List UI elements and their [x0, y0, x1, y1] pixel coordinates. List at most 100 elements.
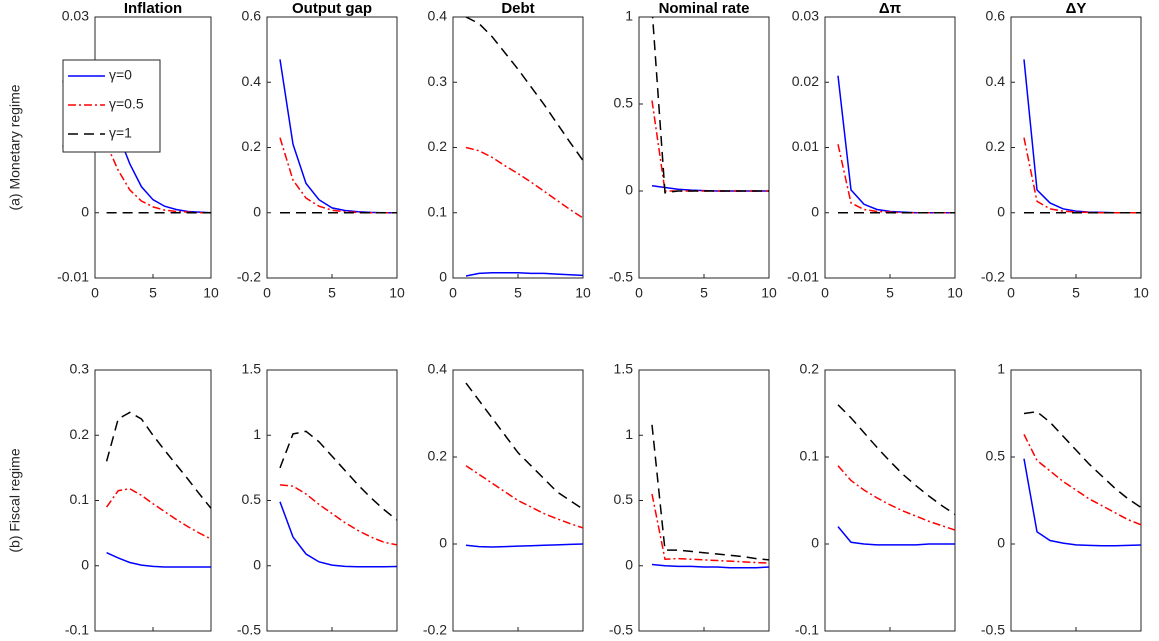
series-line: [651, 424, 769, 561]
series-line: [465, 146, 583, 219]
y-tick-label: 0: [253, 556, 261, 572]
y-tick-label: 0.3: [70, 361, 90, 377]
y-tick-label: 0.4: [242, 73, 262, 89]
x-tick-label: 0: [821, 285, 829, 301]
x-tick-label: 0: [1007, 638, 1015, 641]
series-line: [279, 501, 397, 568]
axes-box: [452, 369, 584, 632]
subplot-title: ΔY: [1066, 0, 1087, 17]
y-tick-label: 0.2: [242, 138, 262, 154]
series-line: [105, 411, 211, 509]
series-line: [1023, 458, 1141, 547]
series-line: [1023, 434, 1141, 526]
y-tick-label: 1: [997, 361, 1005, 377]
subplot-title: Nominal rate: [659, 0, 750, 17]
x-tick-label: 5: [328, 285, 336, 301]
y-tick-label: -0.2: [981, 269, 1005, 285]
y-tick-label: 0.03: [792, 8, 819, 24]
y-tick-label: -0.1: [65, 622, 89, 638]
x-tick-label: 10: [203, 638, 219, 641]
series-line: [105, 143, 211, 214]
series-line: [651, 185, 769, 192]
legend-label: γ=0: [109, 67, 132, 83]
x-tick-label: 0: [91, 638, 99, 641]
x-tick-label: 0: [821, 638, 829, 641]
y-tick-label: 0.4: [428, 8, 448, 24]
row-label: (a) Monetary regime: [7, 84, 23, 210]
x-tick-label: 10: [761, 638, 777, 641]
y-tick-label: -0.5: [981, 622, 1005, 638]
y-tick-label: 0.2: [428, 138, 448, 154]
series-line: [279, 137, 397, 214]
axes-box: [452, 16, 584, 279]
x-tick-label: 10: [1133, 285, 1149, 301]
y-tick-label: 0.5: [614, 95, 634, 111]
series-line: [106, 552, 211, 568]
legend: γ=0 γ=0.5 γ=1: [62, 59, 161, 153]
y-tick-label: 0: [439, 269, 447, 285]
subplot-title: Δπ: [879, 0, 902, 17]
legend-label: γ=1: [109, 125, 132, 141]
series-line: [837, 526, 955, 546]
axes-box: [824, 16, 956, 279]
x-tick-label: 5: [149, 638, 157, 641]
y-tick-label: -0.2: [423, 622, 447, 638]
y-tick-label: 0.6: [986, 8, 1006, 24]
series-line: [1023, 59, 1141, 214]
y-tick-label: 0.5: [242, 491, 262, 507]
x-tick-label: 5: [700, 285, 708, 301]
axes-box: [1010, 369, 1142, 632]
series-line: [465, 543, 583, 548]
y-tick-label: 1: [625, 426, 633, 442]
series-line: [465, 272, 583, 277]
subplot: 0 5 10 0 0.1 0.2 0.3 0.4 Debt: [428, 0, 591, 301]
series-line: [105, 487, 211, 540]
series-line: [651, 493, 769, 564]
series-line: [651, 563, 769, 569]
x-tick-label: 5: [1072, 638, 1080, 641]
subplot: 0 5 10-0.500.51 Nominal rate: [609, 0, 777, 301]
y-tick-label: -0.01: [57, 269, 89, 285]
x-tick-label: 0: [91, 285, 99, 301]
y-tick-label: 0.1: [70, 491, 90, 507]
y-tick-label: 0.2: [986, 138, 1006, 154]
series-line: [837, 404, 955, 516]
y-tick-label: 0.2: [70, 426, 90, 442]
series-line: [1023, 137, 1141, 214]
x-tick-label: 10: [575, 638, 591, 641]
x-tick-label: 10: [203, 285, 219, 301]
x-tick-label: 0: [449, 638, 457, 641]
x-tick-label: 0: [263, 285, 271, 301]
subplot: 0 5 10-0.200.20.40.6 ΔY: [981, 0, 1149, 301]
y-tick-label: 0: [81, 203, 89, 219]
series-line: [279, 484, 397, 546]
subplot-title: Output gap: [292, 0, 372, 17]
subplot: 0 5 10-0.200.20.40.6 Output gap: [237, 0, 405, 301]
x-tick-label: 10: [389, 638, 405, 641]
y-tick-label: 0.5: [614, 491, 634, 507]
x-tick-label: 0: [449, 285, 457, 301]
y-tick-label: 0.1: [800, 448, 820, 464]
series-line: [837, 75, 955, 214]
x-tick-label: 5: [886, 285, 894, 301]
y-tick-label: 0.02: [792, 73, 819, 89]
series-line: [465, 17, 583, 161]
y-tick-label: 0: [625, 556, 633, 572]
x-tick-label: 10: [761, 285, 777, 301]
y-tick-label: -0.5: [609, 622, 633, 638]
x-tick-label: 5: [700, 638, 708, 641]
y-tick-label: 0.1: [428, 203, 448, 219]
x-tick-label: 5: [1072, 285, 1080, 301]
x-tick-label: 0: [635, 285, 643, 301]
axes-box: [638, 16, 770, 279]
y-tick-label: -0.01: [787, 269, 819, 285]
y-tick-label: 0: [997, 203, 1005, 219]
x-tick-label: 5: [149, 285, 157, 301]
x-tick-label: 10: [389, 285, 405, 301]
x-tick-label: 5: [886, 638, 894, 641]
